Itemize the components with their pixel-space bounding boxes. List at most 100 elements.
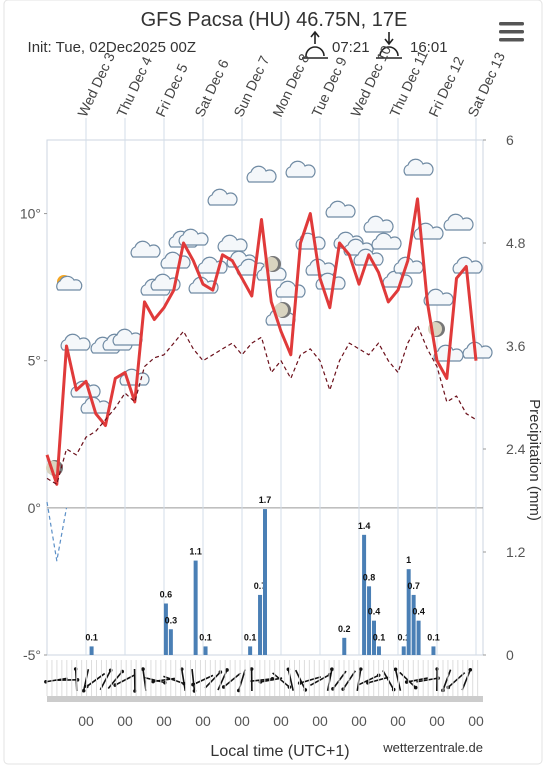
wind-arrow xyxy=(326,669,333,691)
y-tick-label: -5° xyxy=(23,647,41,663)
wind-arrow xyxy=(82,669,90,691)
precip-label: 0.1 xyxy=(373,632,386,642)
cloud-icon xyxy=(363,215,394,233)
wind-arrow xyxy=(223,672,242,688)
day-label: Thu Dec 4 xyxy=(113,54,155,119)
wind-arrow xyxy=(142,668,147,692)
cloud-icon xyxy=(160,251,191,269)
y2-tick-label: 0 xyxy=(506,647,514,663)
wind-arrow xyxy=(406,677,429,683)
cloud-icon xyxy=(413,222,444,240)
precip-bar xyxy=(89,646,94,655)
precip-label: 0.8 xyxy=(363,572,376,582)
wind-arrow xyxy=(442,669,452,691)
wind-head xyxy=(413,685,418,690)
wind-head xyxy=(108,668,113,673)
cloud-icon xyxy=(246,165,277,183)
wind-arrow xyxy=(107,670,123,690)
cloud-icon xyxy=(462,341,493,359)
wind-arrow xyxy=(272,672,290,688)
y2-tick-label: 3.6 xyxy=(506,338,526,354)
day-label: Tue Dec 9 xyxy=(308,54,350,119)
precip-bar xyxy=(411,594,416,655)
wind-arrow xyxy=(204,671,221,689)
line-series xyxy=(45,197,478,486)
y2-axis-label: Precipitation (mm) xyxy=(526,399,543,521)
wind-bar xyxy=(47,696,483,702)
precip-label: 1.1 xyxy=(189,547,202,557)
cloud-icon xyxy=(325,200,356,218)
x-tick-label: 00 xyxy=(468,713,484,729)
precip-bar xyxy=(168,629,173,655)
day-label: Sat Dec 6 xyxy=(191,57,232,120)
day-label: Fri Dec 5 xyxy=(152,61,191,119)
menu-button[interactable] xyxy=(499,22,524,42)
x-tick-label: 00 xyxy=(429,713,445,729)
wind-arrow xyxy=(180,669,187,691)
cloud-icon xyxy=(275,280,306,298)
wind-arrow xyxy=(99,669,112,691)
precip-bar xyxy=(362,534,367,655)
y2-tick-label: 2.4 xyxy=(506,441,526,457)
wind-head xyxy=(151,679,155,684)
precip-label: 0.4 xyxy=(368,607,381,617)
y-tick-label: 5° xyxy=(28,353,41,369)
precip-label: 0.7 xyxy=(407,581,420,591)
precip-label: 0.6 xyxy=(160,590,173,600)
x-tick-label: 00 xyxy=(78,713,94,729)
precip-label: 0.2 xyxy=(338,624,351,634)
x-tick-label: 00 xyxy=(390,713,406,729)
wind-head xyxy=(393,667,398,672)
precip-bar xyxy=(367,586,372,655)
precip-bar xyxy=(342,637,347,655)
wind-arrow xyxy=(192,674,214,686)
precip-bar xyxy=(203,646,208,655)
precip-label: 0.3 xyxy=(165,615,178,625)
precip-bar xyxy=(401,646,406,655)
wind-arrow xyxy=(191,668,196,692)
precip-bar xyxy=(263,509,267,655)
wind-arrow xyxy=(461,669,472,691)
cloud-icon xyxy=(443,213,474,231)
wind-head xyxy=(141,667,145,671)
x-tick-label: 00 xyxy=(195,713,211,729)
x-tick-label: 00 xyxy=(312,713,328,729)
cloud-icon xyxy=(371,232,402,250)
y-tick-label: 10° xyxy=(20,206,41,222)
cloud-icon xyxy=(130,240,161,258)
wind-head xyxy=(468,667,473,672)
wind-head xyxy=(404,680,409,684)
sunrise: 07:21 xyxy=(332,39,370,56)
chart-title: GFS Pacsa (HU) 46.75N, 17E xyxy=(141,9,408,31)
precip-label: 0.1 xyxy=(244,632,257,642)
subtitle: Init: Tue, 02Dec2025 00Z xyxy=(28,39,196,56)
sunset: 16:01 xyxy=(410,39,448,56)
line-series xyxy=(46,324,477,485)
x-tick-label: 00 xyxy=(273,713,289,729)
wind-head xyxy=(330,667,334,672)
precip-label: 1.7 xyxy=(259,495,272,505)
y2-tick-label: 6 xyxy=(506,132,514,148)
line-series xyxy=(46,501,68,562)
wind-head xyxy=(258,680,263,684)
day-label: Mon Dec 8 xyxy=(269,51,312,119)
precip-label: 0.1 xyxy=(397,632,410,642)
precip-bar xyxy=(376,646,381,655)
day-label: Sat Dec 13 xyxy=(464,50,508,120)
precip-label: 0.7 xyxy=(254,581,267,591)
x-tick-label: 00 xyxy=(117,713,133,729)
precip-label: 1 xyxy=(406,555,411,565)
wind-head xyxy=(221,685,226,689)
y-tick-label: 0° xyxy=(28,500,41,516)
source: wetterzentrale.de xyxy=(382,740,483,755)
precip-label: 0.1 xyxy=(427,632,440,642)
precip-bar xyxy=(372,620,376,655)
wind-arrow xyxy=(299,676,322,684)
x-axis-label: Local time (UTC+1) xyxy=(210,743,349,760)
card xyxy=(3,0,543,765)
cloud-icon xyxy=(207,188,238,206)
precip-bar xyxy=(431,646,436,655)
cloud-icon xyxy=(217,234,248,252)
wind-head xyxy=(358,667,363,671)
